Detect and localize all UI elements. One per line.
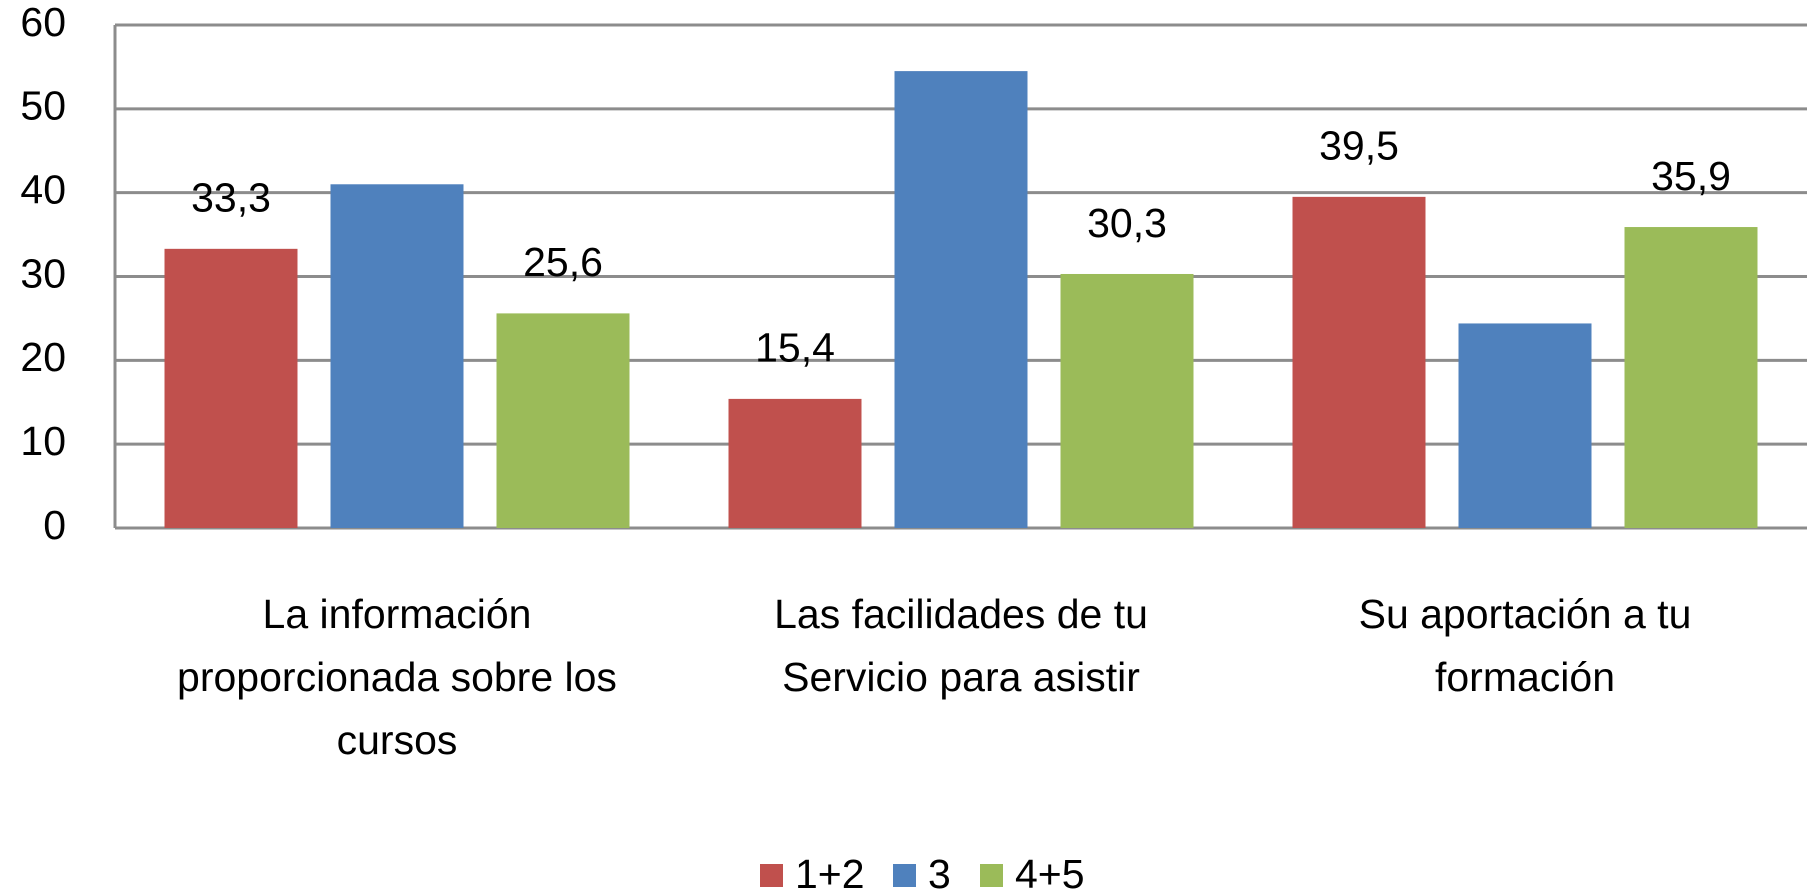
bar xyxy=(728,398,862,528)
legend-swatch xyxy=(893,864,916,887)
x-tick-label: La información xyxy=(263,591,532,637)
bar xyxy=(1060,273,1194,528)
bar xyxy=(894,71,1028,528)
value-label: 33,3 xyxy=(191,175,271,221)
bar xyxy=(1458,323,1592,528)
value-label: 30,3 xyxy=(1087,200,1167,246)
y-tick-label: 60 xyxy=(20,0,66,45)
legend-swatch xyxy=(980,864,1003,887)
bar xyxy=(1624,227,1758,528)
bar xyxy=(164,248,298,528)
legend-swatch xyxy=(760,864,783,887)
legend-label: 1+2 xyxy=(795,851,865,896)
value-label: 39,5 xyxy=(1319,123,1399,169)
y-tick-label: 20 xyxy=(20,334,66,380)
bar xyxy=(330,184,464,529)
x-tick-label: proporcionada sobre los xyxy=(177,654,617,700)
y-tick-label: 0 xyxy=(43,502,66,548)
y-tick-label: 30 xyxy=(20,250,66,296)
x-tick-label: Las facilidades de tu xyxy=(774,591,1148,637)
y-tick-label: 50 xyxy=(20,83,66,129)
value-label: 15,4 xyxy=(755,325,835,371)
value-label: 35,9 xyxy=(1651,153,1731,199)
legend-label: 3 xyxy=(928,851,951,896)
bar xyxy=(1292,196,1426,528)
x-tick-label: formación xyxy=(1435,654,1615,700)
x-tick-label: Servicio para asistir xyxy=(782,654,1140,700)
bar xyxy=(496,313,630,528)
x-tick-label: Su aportación a tu xyxy=(1359,591,1692,637)
y-tick-label: 40 xyxy=(20,166,66,212)
value-label: 25,6 xyxy=(523,239,603,285)
x-tick-label: cursos xyxy=(337,717,458,763)
legend-label: 4+5 xyxy=(1015,851,1085,896)
y-tick-label: 10 xyxy=(20,418,66,464)
